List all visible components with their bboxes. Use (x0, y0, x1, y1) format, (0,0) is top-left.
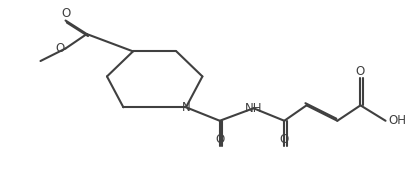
Text: O: O (55, 42, 64, 55)
Text: O: O (215, 133, 224, 146)
Text: O: O (355, 65, 364, 78)
Text: O: O (279, 133, 288, 146)
Text: O: O (61, 7, 70, 20)
Text: NH: NH (244, 102, 262, 115)
Text: N: N (181, 101, 190, 114)
Text: OH: OH (388, 114, 405, 127)
